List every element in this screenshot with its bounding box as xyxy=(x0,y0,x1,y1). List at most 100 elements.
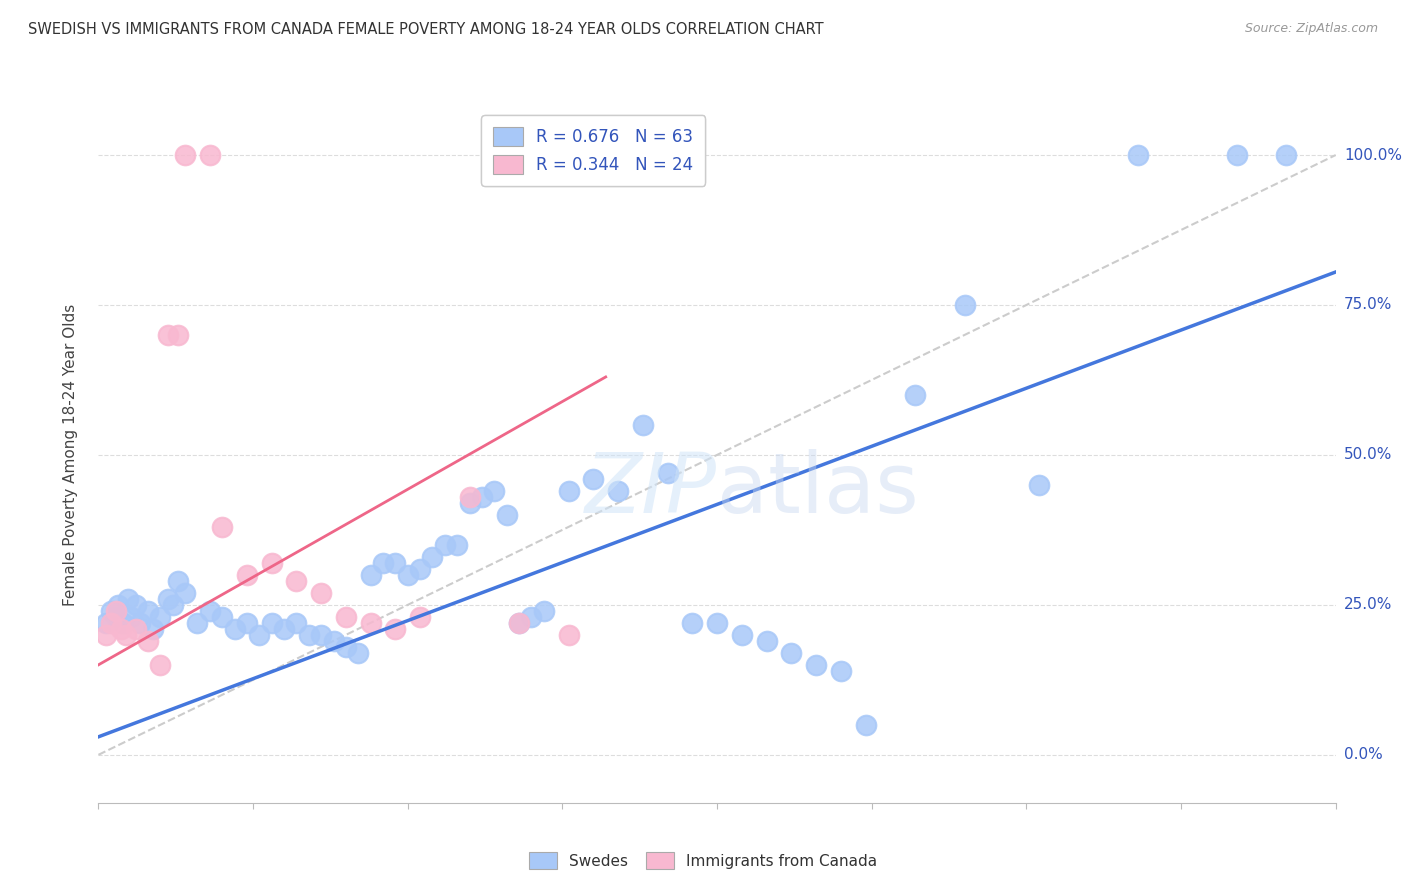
Text: 0.0%: 0.0% xyxy=(1344,747,1382,763)
Point xyxy=(166,574,188,588)
Point xyxy=(1226,148,1249,162)
Point xyxy=(166,328,188,343)
Point xyxy=(446,538,468,552)
Point xyxy=(384,556,406,570)
Point xyxy=(804,657,827,672)
Point xyxy=(149,610,172,624)
Point xyxy=(371,556,394,570)
Point xyxy=(186,615,208,630)
Point xyxy=(409,562,432,576)
Point xyxy=(904,388,927,402)
Text: 100.0%: 100.0% xyxy=(1344,147,1402,162)
Point xyxy=(142,622,165,636)
Point xyxy=(107,598,129,612)
Text: 25.0%: 25.0% xyxy=(1344,598,1392,613)
Point xyxy=(156,328,179,343)
Point xyxy=(117,591,139,606)
Point xyxy=(458,490,481,504)
Text: ZIP: ZIP xyxy=(585,450,717,530)
Point xyxy=(458,496,481,510)
Point xyxy=(198,148,221,162)
Point xyxy=(508,615,530,630)
Point xyxy=(100,615,122,630)
Point xyxy=(198,604,221,618)
Point xyxy=(471,490,494,504)
Point xyxy=(731,628,754,642)
Point xyxy=(557,483,579,498)
Point xyxy=(124,598,146,612)
Point xyxy=(149,657,172,672)
Point xyxy=(224,622,246,636)
Point xyxy=(520,610,543,624)
Point xyxy=(953,298,976,312)
Point xyxy=(347,646,370,660)
Point xyxy=(582,472,605,486)
Point xyxy=(285,615,308,630)
Point xyxy=(1028,478,1050,492)
Point xyxy=(100,604,122,618)
Point xyxy=(484,483,506,498)
Point xyxy=(174,148,197,162)
Point xyxy=(236,615,259,630)
Point xyxy=(335,640,357,654)
Legend: Swedes, Immigrants from Canada: Swedes, Immigrants from Canada xyxy=(523,846,883,875)
Point xyxy=(309,586,332,600)
Point xyxy=(657,466,679,480)
Point xyxy=(409,610,432,624)
Point xyxy=(136,633,159,648)
Point xyxy=(236,567,259,582)
Point xyxy=(557,628,579,642)
Text: 75.0%: 75.0% xyxy=(1344,297,1392,312)
Y-axis label: Female Poverty Among 18-24 Year Olds: Female Poverty Among 18-24 Year Olds xyxy=(63,304,77,606)
Point xyxy=(298,628,321,642)
Point xyxy=(508,615,530,630)
Point xyxy=(211,520,233,534)
Point xyxy=(94,615,117,630)
Point xyxy=(706,615,728,630)
Point xyxy=(631,417,654,432)
Point xyxy=(260,556,283,570)
Point xyxy=(273,622,295,636)
Point xyxy=(211,610,233,624)
Point xyxy=(755,633,778,648)
Point xyxy=(129,615,152,630)
Point xyxy=(322,633,344,648)
Point xyxy=(162,598,184,612)
Point xyxy=(533,604,555,618)
Point xyxy=(855,718,877,732)
Point xyxy=(285,574,308,588)
Point xyxy=(156,591,179,606)
Point xyxy=(114,628,136,642)
Point xyxy=(260,615,283,630)
Point xyxy=(335,610,357,624)
Point xyxy=(247,628,270,642)
Text: Source: ZipAtlas.com: Source: ZipAtlas.com xyxy=(1244,22,1378,36)
Point xyxy=(396,567,419,582)
Point xyxy=(360,567,382,582)
Point xyxy=(360,615,382,630)
Point xyxy=(422,549,444,564)
Point xyxy=(681,615,703,630)
Point xyxy=(110,622,132,636)
Point xyxy=(607,483,630,498)
Point xyxy=(495,508,517,522)
Point xyxy=(120,610,142,624)
Point xyxy=(384,622,406,636)
Text: atlas: atlas xyxy=(717,450,918,530)
Point xyxy=(104,604,127,618)
Point xyxy=(104,610,127,624)
Point xyxy=(94,628,117,642)
Text: 50.0%: 50.0% xyxy=(1344,448,1392,462)
Point xyxy=(1126,148,1149,162)
Point xyxy=(433,538,456,552)
Point xyxy=(830,664,852,678)
Legend: R = 0.676   N = 63, R = 0.344   N = 24: R = 0.676 N = 63, R = 0.344 N = 24 xyxy=(481,115,706,186)
Point xyxy=(309,628,332,642)
Point xyxy=(136,604,159,618)
Text: SWEDISH VS IMMIGRANTS FROM CANADA FEMALE POVERTY AMONG 18-24 YEAR OLDS CORRELATI: SWEDISH VS IMMIGRANTS FROM CANADA FEMALE… xyxy=(28,22,824,37)
Point xyxy=(112,615,135,630)
Point xyxy=(124,622,146,636)
Point xyxy=(780,646,803,660)
Point xyxy=(1275,148,1298,162)
Point xyxy=(174,586,197,600)
